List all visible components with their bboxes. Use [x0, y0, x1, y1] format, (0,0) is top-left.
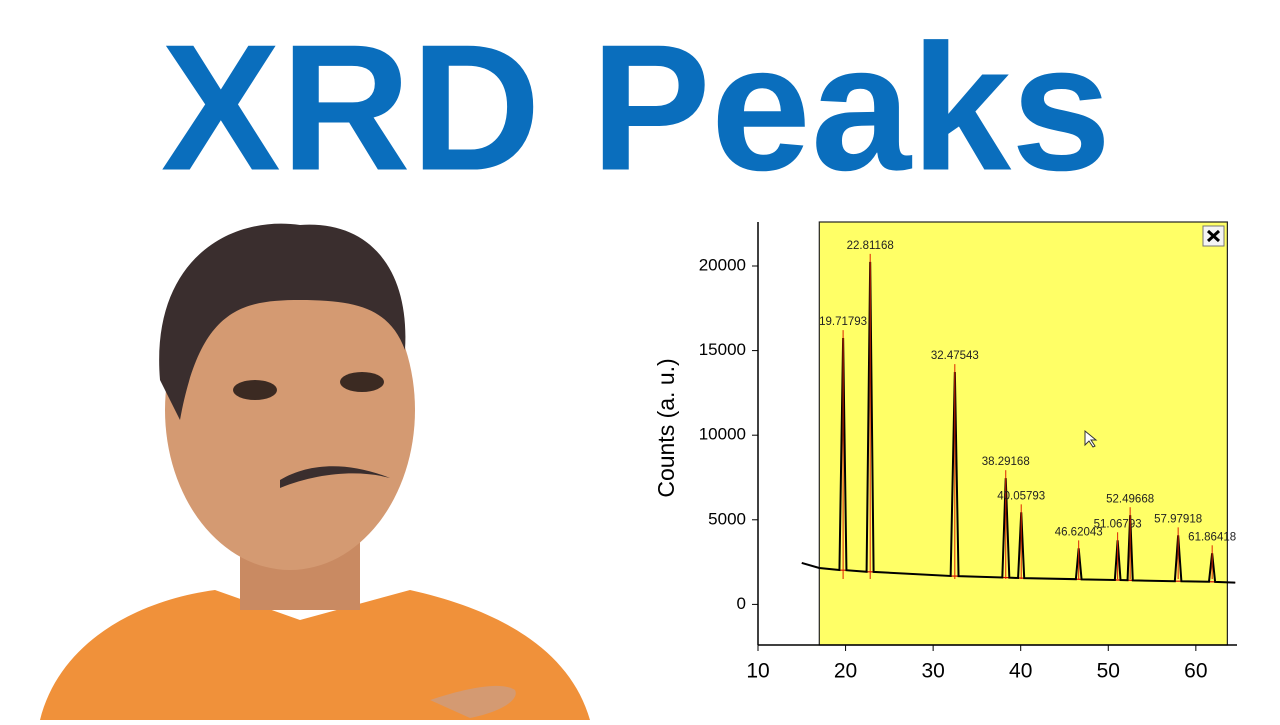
- y-tick-label: 0: [737, 594, 746, 613]
- peak-label: 32.47543: [931, 350, 979, 362]
- eye: [340, 372, 384, 392]
- x-tick-label: 20: [834, 660, 857, 683]
- peak-label: 38.29168: [982, 456, 1030, 468]
- y-tick-label: 20000: [699, 255, 746, 274]
- y-tick-label: 10000: [699, 425, 746, 444]
- chart: 0 5000 10000 15000 20000 10 20 30 40 50 60 Counts (…: [653, 221, 1237, 683]
- y-tick-label: 5000: [708, 509, 746, 528]
- headline: XRD Peaks: [161, 8, 1112, 209]
- face: [165, 250, 415, 570]
- x-tick-label: 60: [1184, 660, 1207, 683]
- y-tick-label: 15000: [699, 340, 746, 359]
- x-tick-label: 50: [1097, 660, 1120, 683]
- close-icon: [1206, 229, 1221, 243]
- peak-label: 57.97918: [1154, 513, 1202, 525]
- peak-label: 61.86418: [1188, 531, 1236, 543]
- cursor: [1084, 429, 1098, 448]
- x-tick-label: 30: [921, 660, 944, 683]
- peak-label: 46.62043: [1055, 526, 1103, 538]
- peak-label: 22.81168: [847, 240, 894, 252]
- mustache: [280, 466, 390, 488]
- hair: [159, 223, 406, 420]
- eye: [233, 380, 277, 400]
- peak-label: 51.06793: [1094, 518, 1142, 530]
- shirt: [40, 590, 590, 720]
- peak-label: 52.49668: [1106, 493, 1154, 505]
- data-line: [801, 261, 1236, 584]
- x-tick-label: 10: [746, 660, 769, 683]
- y-axis-label: Counts (a. u.): [653, 358, 679, 497]
- x-tick-label: 40: [1009, 660, 1032, 683]
- peak-label: 40.05793: [997, 490, 1045, 502]
- peak-label: 19.71793: [819, 316, 867, 328]
- person: [40, 223, 590, 720]
- close-button: [1202, 225, 1225, 247]
- hand: [430, 685, 516, 718]
